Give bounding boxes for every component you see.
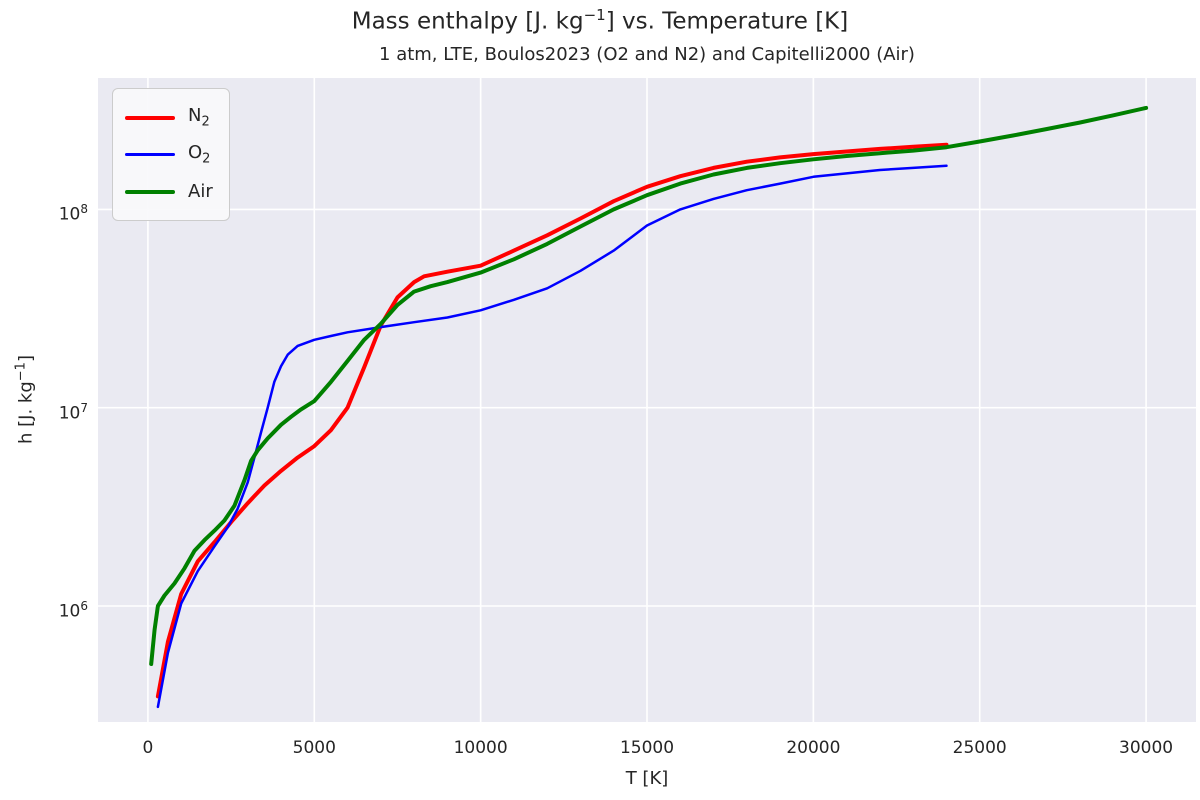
y-axis-label-text-end: ] — [15, 355, 37, 363]
legend-line-air — [125, 189, 175, 194]
legend-line-n2 — [125, 115, 175, 120]
y-tick-base: 10 — [58, 205, 81, 226]
legend-label-text: Air — [188, 181, 213, 202]
legend-label-n2: N2 — [188, 105, 210, 130]
chart-subtitle: 1 atm, LTE, Boulos2023 (O2 and N2) and C… — [379, 44, 915, 65]
x-tick-label: 30000 — [1119, 738, 1174, 758]
x-tick-label: 25000 — [952, 738, 1007, 758]
line-air — [149, 105, 1149, 666]
y-tick-exponent: 6 — [80, 598, 88, 613]
y-tick-exponent: 7 — [80, 400, 88, 415]
legend-line-o2 — [125, 153, 175, 156]
chart-title-superscript: −1 — [583, 6, 606, 24]
legend: N2 O2 Air — [112, 88, 230, 221]
chart-title: Mass enthalpy [J. kg−1] vs. Temperature … — [0, 6, 1200, 35]
x-tick-label: 0 — [142, 738, 154, 758]
legend-label-subscript: 2 — [202, 151, 211, 167]
legend-label-text: O — [188, 142, 203, 164]
line-o2 — [156, 164, 948, 709]
y-tick-base: 10 — [58, 601, 81, 622]
legend-entry-o2: O2 — [125, 136, 217, 173]
legend-label-subscript: 2 — [201, 114, 210, 130]
y-axis-label-superscript: −1 — [13, 362, 29, 382]
line-n2 — [155, 142, 949, 699]
y-tick-label: 107 — [8, 396, 88, 424]
x-axis-label: T [K] — [625, 768, 669, 789]
x-tick-label: 20000 — [786, 738, 841, 758]
legend-entry-n2: N2 — [125, 99, 217, 136]
x-tick-label: 5000 — [292, 738, 336, 758]
y-tick-exponent: 8 — [80, 202, 88, 217]
y-tick-base: 10 — [58, 403, 81, 424]
legend-entry-air: Air — [125, 173, 217, 210]
y-tick-label: 108 — [8, 197, 88, 225]
legend-label-o2: O2 — [188, 142, 210, 167]
x-tick-label: 15000 — [619, 738, 675, 758]
x-tick-label: 10000 — [453, 738, 508, 758]
legend-label-air: Air — [188, 181, 213, 202]
chart-title-text-end: ] vs. Temperature [K] — [605, 8, 849, 35]
chart-title-text: Mass enthalpy [J. kg — [351, 8, 584, 35]
legend-label-text: N — [188, 105, 202, 127]
y-tick-label: 106 — [8, 594, 88, 622]
